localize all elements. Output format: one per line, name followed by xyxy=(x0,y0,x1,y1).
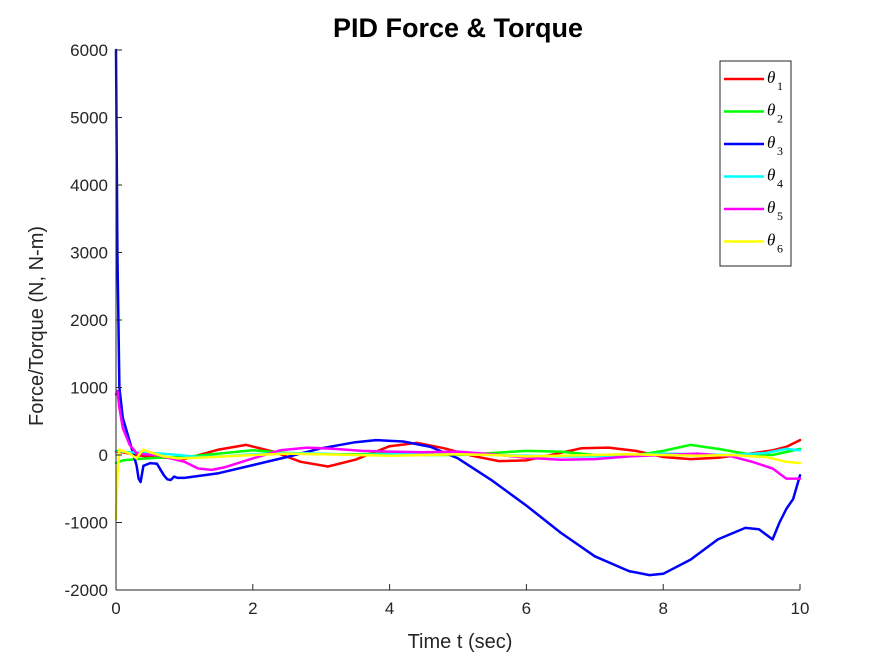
legend-subscript-theta-4: 4 xyxy=(777,177,783,191)
legend-label-theta-2: θ xyxy=(767,101,775,120)
legend-subscript-theta-5: 5 xyxy=(777,209,783,223)
x-tick-label: 4 xyxy=(385,599,394,618)
y-tick-label: 2000 xyxy=(70,311,108,330)
y-tick-label: 1000 xyxy=(70,379,108,398)
y-tick-label: -2000 xyxy=(65,581,108,600)
plot-area xyxy=(116,50,800,590)
x-tick-label: 8 xyxy=(658,599,667,618)
y-axis-label: Force/Torque (N, N-m) xyxy=(26,226,48,426)
legend-label-theta-5: θ xyxy=(767,198,775,217)
series-lines xyxy=(114,48,802,577)
y-tick-label: 0 xyxy=(99,446,108,465)
legend-label-theta-6: θ xyxy=(767,231,775,250)
legend-subscript-theta-2: 2 xyxy=(777,112,783,126)
legend-subscript-theta-3: 3 xyxy=(777,144,783,158)
legend-label-theta-1: θ xyxy=(767,68,775,87)
y-tick-label: 6000 xyxy=(70,41,108,60)
x-axis-label: Time t (sec) xyxy=(408,631,513,653)
legend-label-theta-4: θ xyxy=(767,166,775,185)
chart-title: PID Force & Torque xyxy=(333,13,583,43)
x-tick-label: 2 xyxy=(248,599,257,618)
series-line-theta-6 xyxy=(114,448,802,521)
legend-box xyxy=(719,60,792,267)
x-tick-label: 6 xyxy=(522,599,531,618)
y-tick-label: -1000 xyxy=(65,514,108,533)
x-tick-label: 10 xyxy=(791,599,810,618)
legend-label-theta-3: θ xyxy=(767,133,775,152)
y-axis-ticks: -2000 -1000 0 1000 2000 3000 4000 5000 6000 xyxy=(65,41,122,600)
x-axis-ticks: 0 2 4 6 8 10 xyxy=(111,584,809,618)
y-tick-label: 4000 xyxy=(70,176,108,195)
legend: θ 1θ 2θ 3θ 4θ 5θ 6 xyxy=(719,60,792,267)
legend-subscript-theta-6: 6 xyxy=(777,242,783,256)
legend-subscript-theta-1: 1 xyxy=(777,79,783,93)
y-tick-label: 3000 xyxy=(70,244,108,263)
x-tick-label: 0 xyxy=(111,599,120,618)
y-tick-label: 5000 xyxy=(70,109,108,128)
series-line-theta-3 xyxy=(114,48,802,577)
